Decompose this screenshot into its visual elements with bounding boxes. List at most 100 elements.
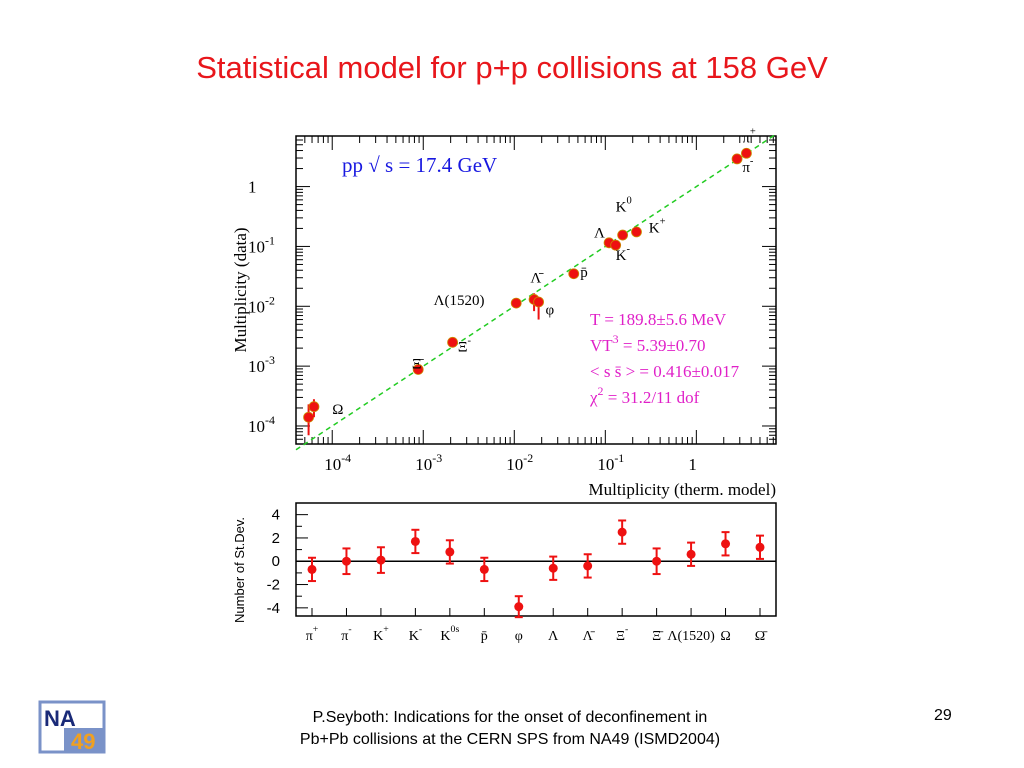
dev-data-point — [307, 564, 317, 574]
particle-label: K- — [616, 244, 631, 264]
physics-figure: 10-4 10-3 10-2 10-1 110-410-310-210-11Multip… — [231, 126, 777, 644]
y-tick-label: 10-2 — [248, 293, 275, 316]
x-tick-label-sup: -3 — [432, 451, 442, 465]
category-label-sup: + — [313, 624, 319, 635]
x-tick-label-base: 1 — [688, 455, 697, 474]
footer-line-2: Pb+Pb collisions at the CERN SPS from NA… — [299, 731, 721, 748]
category-label: K- — [409, 624, 422, 644]
category-label-base: p̄ — [481, 629, 488, 644]
x-tick-label: 10-3 — [415, 451, 442, 474]
data-point — [631, 226, 642, 238]
x-tick-label-base: 10 — [324, 455, 341, 474]
category-label: π- — [341, 624, 351, 644]
particle-label-sup: - — [468, 336, 472, 347]
category-label-base: π — [341, 629, 348, 644]
particle-label-sup: - — [750, 156, 754, 167]
fit-parameter-rest: = 5.39±0.70 — [619, 336, 706, 355]
main-scatter-plot: 10-4 10-3 10-2 10-1 110-410-310-210-11Multip… — [231, 126, 777, 499]
fit-parameter-sup: 3 — [613, 332, 619, 346]
dev-data-point — [514, 602, 524, 612]
particle-label-base: Λ̄ — [530, 270, 544, 286]
fit-parameter-rest: = 31.2/11 dof — [604, 388, 700, 407]
category-label: π+ — [306, 624, 319, 644]
data-point — [617, 229, 629, 241]
particle-label: Λ(1520) — [434, 293, 485, 309]
x-tick-label: 10-4 — [324, 451, 351, 474]
dev-data-point — [755, 542, 765, 552]
particle-label-sup: 0 — [627, 196, 632, 207]
category-label-base: Ω — [720, 629, 730, 644]
particle-label-base: Λ(1520) — [434, 293, 485, 309]
dev-data-point — [617, 527, 627, 537]
particle-label-base: Λ — [594, 226, 605, 242]
y-axis-label: Multiplicity (data) — [231, 227, 250, 352]
category-label: K+ — [373, 624, 389, 644]
category-label: φ — [515, 629, 523, 644]
data-point — [568, 268, 580, 280]
particle-label: Λ — [594, 226, 605, 242]
dev-y-tick-label: -4 — [267, 600, 280, 617]
y-tick-label-base: 10 — [248, 357, 265, 376]
y-tick-label-sup: -2 — [265, 293, 275, 307]
particle-label: φ — [545, 302, 554, 318]
data-point — [610, 239, 622, 251]
na49-logo: NA 49 — [38, 700, 108, 761]
fit-parameter: < s s̄ > = 0.416±0.017 — [590, 362, 740, 381]
dev-y-tick-label: -2 — [267, 577, 280, 594]
dev-data-point — [686, 549, 696, 559]
dev-y-axis-label: Number of St.Dev. — [232, 517, 247, 623]
category-label-base: K — [373, 629, 383, 644]
data-point — [533, 296, 545, 308]
category-label-base: φ — [515, 629, 523, 644]
main-plot-frame — [295, 135, 777, 445]
category-label-base: Ω̄ — [755, 629, 768, 644]
particle-label-base: K — [649, 221, 660, 237]
particle-label-sup: + — [750, 126, 756, 137]
data-point — [510, 297, 522, 309]
category-label: Λ — [548, 629, 559, 644]
y-tick-label-base: 10 — [248, 417, 265, 436]
category-label: p̄ — [481, 629, 488, 644]
dev-y-tick-label: 2 — [272, 530, 280, 547]
data-point — [447, 336, 458, 348]
dev-data-point — [652, 556, 662, 566]
category-label: Λ̄ — [583, 629, 596, 644]
category-label: Ξ̄ — [652, 629, 664, 644]
data-point — [412, 364, 424, 375]
x-tick-label-sup: -4 — [341, 451, 351, 465]
y-tick-label: 1 — [248, 178, 257, 197]
fit-parameter-sup: 2 — [598, 384, 604, 398]
energy-annotation: pp √ s = 17.4 GeV — [342, 153, 497, 177]
fit-parameter-base: T = 189.8±5.6 MeV — [590, 310, 727, 329]
particle-label-base: π — [742, 160, 750, 176]
particle-label: Ξ- — [458, 336, 472, 356]
dev-data-point — [721, 539, 731, 549]
dev-data-point — [410, 536, 420, 546]
category-label: Ω̄ — [755, 629, 768, 644]
fit-parameter-base: < s s̄ > = 0.416±0.017 — [590, 362, 740, 381]
y-tick-label: 10-3 — [248, 353, 275, 376]
particle-label: K0 — [616, 196, 632, 216]
x-tick-label-base: 10 — [415, 455, 432, 474]
dev-y-tick-label: 0 — [272, 553, 280, 570]
particle-label-base: φ — [545, 302, 554, 318]
dev-data-point — [479, 564, 489, 574]
particle-label-base: Ω — [332, 402, 343, 418]
dev-data-point — [341, 556, 351, 566]
fit-parameter-base: VT — [590, 336, 613, 355]
dev-data-point — [376, 555, 386, 565]
category-label-sup: + — [383, 624, 389, 635]
particle-label-base: Ξ — [458, 340, 468, 356]
category-label-base: Λ — [548, 629, 559, 644]
particle-label: π+ — [742, 126, 756, 146]
particle-label-base: Ξ̄ — [412, 356, 425, 372]
particle-label: π- — [742, 156, 754, 176]
fit-line — [295, 133, 777, 451]
x-tick-label: 10-1 — [597, 451, 624, 474]
category-label: Λ(1520) — [667, 629, 715, 644]
category-label: Ξ- — [616, 624, 628, 644]
fit-parameter-base: χ — [589, 388, 598, 407]
dev-y-tick-label: 4 — [272, 507, 280, 524]
logo-text-bottom: 49 — [71, 729, 95, 754]
